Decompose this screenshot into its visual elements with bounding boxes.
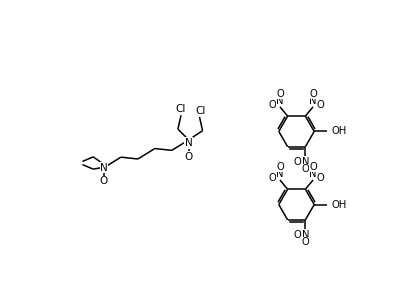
Text: N: N: [302, 157, 309, 167]
Text: Cl: Cl: [195, 106, 205, 116]
Text: N: N: [276, 169, 284, 179]
Text: O: O: [309, 89, 317, 99]
Text: O: O: [301, 237, 309, 247]
Text: O: O: [269, 173, 276, 183]
Text: O: O: [317, 173, 325, 183]
Text: N: N: [302, 230, 309, 240]
Text: O: O: [317, 99, 325, 110]
Text: N: N: [309, 169, 317, 179]
Text: O: O: [276, 89, 284, 99]
Text: N: N: [100, 162, 108, 173]
Text: Cl: Cl: [175, 104, 185, 114]
Text: OH: OH: [331, 200, 346, 210]
Text: N: N: [185, 138, 192, 148]
Text: O: O: [309, 162, 317, 172]
Text: O: O: [294, 157, 302, 167]
Text: O: O: [276, 162, 284, 172]
Text: OH: OH: [331, 126, 346, 136]
Text: N: N: [309, 96, 317, 106]
Text: N: N: [276, 96, 284, 106]
Text: O: O: [301, 164, 309, 174]
Text: O: O: [185, 152, 193, 162]
Text: O: O: [294, 230, 302, 240]
Text: O: O: [100, 177, 108, 186]
Text: O: O: [269, 99, 276, 110]
